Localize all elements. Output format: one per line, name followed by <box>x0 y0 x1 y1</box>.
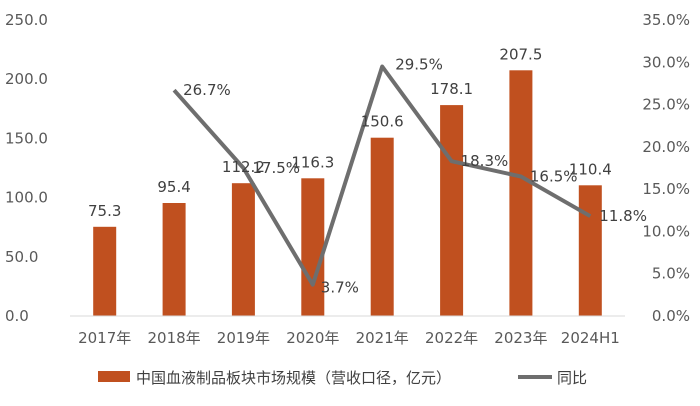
bar-2 <box>231 183 255 316</box>
right-tick-label: 15.0% <box>642 180 690 198</box>
right-axis-ticks: 0.0% 5.0% 10.0% 15.0% 20.0% 25.0% 30.0% 35.0% <box>642 11 690 325</box>
bar-3 <box>301 178 325 316</box>
x-tick-label: 2024H1 <box>561 329 620 347</box>
bar-value-label: 178.1 <box>430 80 473 98</box>
x-tick-label: 2021年 <box>356 329 409 347</box>
bar-value-labels: 75.3 95.4 112.2 116.3 150.6 178.1 207.5 110.4 <box>88 45 612 220</box>
left-tick-label: 200.0 <box>5 70 48 88</box>
left-tick-label: 100.0 <box>5 189 48 207</box>
bar-value-label: 95.4 <box>157 178 190 196</box>
right-tick-label: 0.0% <box>652 307 690 325</box>
x-tick-label: 2019年 <box>217 329 270 347</box>
x-tick-label: 2022年 <box>425 329 478 347</box>
legend-bar-swatch <box>98 371 130 382</box>
right-tick-label: 10.0% <box>642 222 690 240</box>
bar-6 <box>509 70 533 316</box>
bar-1 <box>162 203 186 316</box>
bar-7 <box>578 185 602 316</box>
legend: 中国血液制品板块市场规模（营收口径，亿元） 同比 <box>98 369 587 387</box>
bar-value-label: 75.3 <box>88 202 121 220</box>
bar-value-label: 110.4 <box>569 160 612 178</box>
right-tick-label: 30.0% <box>642 53 690 71</box>
line-value-label: 3.7% <box>321 279 359 297</box>
bar-value-label: 207.5 <box>499 45 542 63</box>
line-value-label: 18.3% <box>461 152 509 170</box>
line-value-labels: 26.7% 17.5% 3.7% 29.5% 18.3% 16.5% 11.8% <box>183 56 647 297</box>
left-tick-label: 250.0 <box>5 11 48 29</box>
x-tick-label: 2020年 <box>286 329 339 347</box>
left-tick-label: 150.0 <box>5 129 48 147</box>
left-axis-ticks: 0.0 50.0 100.0 150.0 200.0 250.0 <box>5 11 48 325</box>
bar-value-label: 116.3 <box>291 153 334 171</box>
line-value-label: 29.5% <box>395 56 443 74</box>
right-tick-label: 25.0% <box>642 96 690 114</box>
bar-4 <box>370 137 394 316</box>
line-value-label: 11.8% <box>599 207 647 225</box>
bar-0 <box>93 226 117 316</box>
left-tick-label: 50.0 <box>5 248 38 266</box>
x-tick-label: 2017年 <box>78 329 131 347</box>
x-tick-label: 2023年 <box>494 329 547 347</box>
legend-bar-label: 中国血液制品板块市场规模（营收口径，亿元） <box>136 369 451 387</box>
x-tick-label: 2018年 <box>148 329 201 347</box>
bar-5 <box>440 105 464 316</box>
left-tick-label: 0.0 <box>5 307 29 325</box>
growth-line <box>172 64 592 287</box>
bar-value-label: 112.2 <box>222 158 265 176</box>
x-axis-ticks: 2017年 2018年 2019年 2020年 2021年 2022年 2023年 2024H… <box>78 329 620 347</box>
right-tick-label: 35.0% <box>642 11 690 29</box>
bar-series <box>93 70 602 316</box>
bar-value-label: 150.6 <box>361 113 404 131</box>
line-value-label: 16.5% <box>530 168 578 186</box>
line-value-label: 26.7% <box>183 81 231 99</box>
legend-line-label: 同比 <box>557 369 587 387</box>
line-value-label: 17.5% <box>252 159 300 177</box>
right-tick-label: 5.0% <box>652 265 690 283</box>
right-tick-label: 20.0% <box>642 138 690 156</box>
